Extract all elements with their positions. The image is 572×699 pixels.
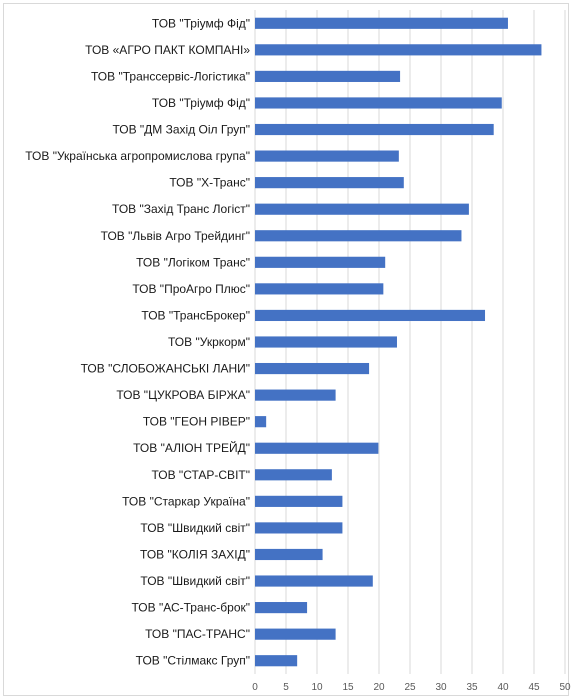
bar (255, 256, 386, 268)
bars (255, 17, 542, 667)
category-label: ТОВ "Старкар Україна" (122, 494, 250, 508)
x-tick-label: 45 (528, 682, 540, 693)
bar (255, 548, 323, 561)
category-label: ТОВ "Стілмакс Груп" (136, 654, 250, 668)
category-label: ТОВ «АГРО ПАКТ КОМПАНІ» (85, 43, 250, 57)
bar (255, 495, 343, 507)
x-tick-label: 5 (283, 682, 289, 693)
category-label: ТОВ "Транссервіс-Логістика" (91, 69, 250, 83)
bar (255, 150, 399, 162)
bar (255, 362, 370, 375)
bar (255, 230, 462, 242)
bar (255, 203, 469, 215)
category-label: ТОВ "ПроАгро Плюс" (132, 282, 250, 296)
bar (255, 655, 298, 667)
category-label: ТОВ "СТАР-СВІТ" (151, 468, 250, 482)
category-label: ТОВ "КОЛІЯ ЗАХІД" (140, 547, 250, 561)
x-axis-ticks: 0 5 10 15 20 25 30 35 40 45 50 (252, 682, 571, 693)
x-tick-label: 10 (311, 682, 323, 693)
category-label: ТОВ "АС-Транс-брок" (132, 601, 250, 615)
category-label: ТОВ "Тріумф Фід" (152, 16, 250, 30)
bar (255, 389, 336, 401)
category-labels: ТОВ "Тріумф Фід" ТОВ «АГРО ПАКТ КОМПАНІ» Т… (25, 16, 250, 667)
category-label: ТОВ "ГЕОН РІВЕР" (143, 415, 250, 429)
category-label: ТОВ "ДМ Захід Оіл Груп" (112, 123, 250, 137)
x-tick-label: 25 (404, 682, 416, 693)
bar (255, 575, 373, 587)
x-tick-label: 50 (559, 682, 571, 693)
category-label: ТОВ "Логіком Транс" (136, 255, 250, 269)
x-tick-label: 30 (435, 682, 447, 693)
category-label: ТОВ "СЛОБОЖАНСЬКІ ЛАНИ" (81, 362, 250, 376)
x-tick-label: 0 (252, 682, 258, 693)
bar (255, 97, 502, 109)
category-label: ТОВ "ПАС-ТРАНС" (145, 627, 250, 641)
bar (255, 442, 379, 454)
category-label: ТОВ "Х-Транс" (169, 176, 250, 190)
category-label: ТОВ "Захід Транс Логіст" (112, 202, 250, 216)
gridlines (254, 10, 566, 674)
x-tick-label: 15 (342, 682, 354, 693)
category-label: ТОВ "Українська агропромислова група" (25, 149, 250, 163)
bar (255, 17, 508, 29)
bar (255, 123, 494, 136)
bar (255, 522, 343, 534)
bar (255, 628, 336, 640)
category-label: ТОВ "Швидкий світ" (140, 574, 250, 588)
bar (255, 309, 486, 322)
x-tick-label: 20 (373, 682, 385, 693)
bar (255, 469, 332, 481)
bar (255, 177, 404, 189)
category-label: ТОВ "ЦУКРОВА БІРЖА" (116, 388, 250, 402)
bar (255, 70, 401, 82)
category-label: ТОВ "АЛІОН ТРЕЙД" (133, 440, 250, 455)
category-label: ТОВ "Укркорм" (168, 335, 250, 349)
category-label: ТОВ "Львів Агро Трейдинг" (101, 229, 250, 243)
category-label: ТОВ "Швидкий світ" (140, 521, 250, 535)
category-label: ТОВ "ТрансБрокер" (141, 308, 250, 322)
bar (255, 283, 384, 295)
bar (255, 602, 308, 614)
category-label: ТОВ "Тріумф Фід" (152, 96, 250, 110)
x-tick-label: 35 (466, 682, 478, 693)
bar (255, 416, 267, 428)
x-tick-label: 40 (497, 682, 509, 693)
bar (255, 336, 397, 348)
bar (255, 44, 542, 56)
